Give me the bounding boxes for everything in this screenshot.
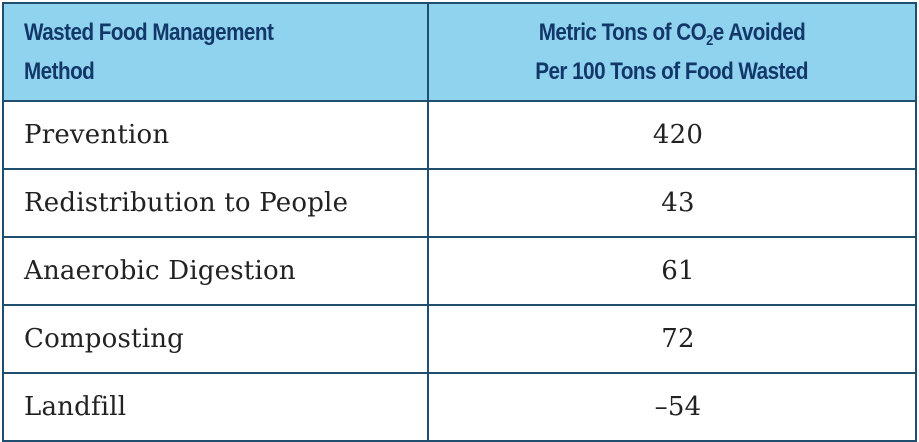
method-cell: Anaerobic Digestion [2,236,429,306]
header-method: Wasted Food Management Method [2,2,429,102]
table-row: Prevention 420 [2,100,917,170]
header-method-line2: Method [24,58,95,85]
value-cell: 72 [427,304,917,374]
method-cell: Redistribution to People [2,168,429,238]
table-row: Landfill –54 [2,372,917,442]
table-row: Redistribution to People 43 [2,168,917,238]
method-cell: Composting [2,304,429,374]
header-co2-line1: Metric Tons of CO2e Avoided [539,13,806,52]
table-row: Anaerobic Digestion 61 [2,236,917,306]
value-cell: 43 [427,168,917,238]
table-body: Prevention 420 Redistribution to People … [2,100,917,442]
header-method-line1: Wasted Food Management [24,19,274,46]
method-cell: Landfill [2,372,429,442]
header-co2-avoided: Metric Tons of CO2e Avoided Per 100 Tons… [427,2,917,102]
header-co2-suffix: e Avoided [712,19,806,46]
value-cell: 61 [427,236,917,306]
table-row: Composting 72 [2,304,917,374]
header-row: Wasted Food Management Method Metric Ton… [2,2,917,102]
header-co2-prefix: Metric Tons of CO [538,19,707,46]
header-co2-line2: Per 100 Tons of Food Wasted [535,58,809,85]
header-co2-subscript: 2 [706,32,713,49]
table-header: Wasted Food Management Method Metric Ton… [2,2,917,102]
value-cell: 420 [427,100,917,170]
method-cell: Prevention [2,100,429,170]
value-cell: –54 [427,372,917,442]
